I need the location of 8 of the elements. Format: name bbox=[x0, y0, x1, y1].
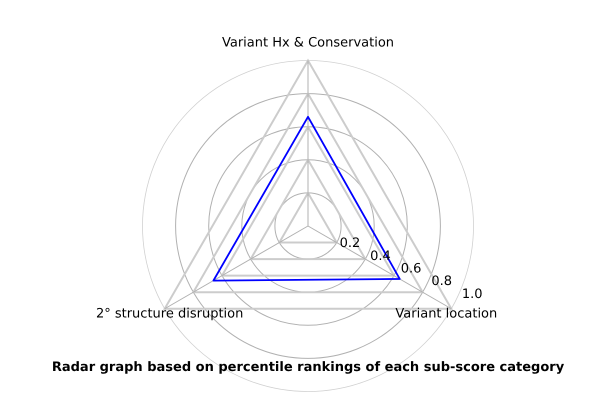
y-tick-label: 0.2 bbox=[340, 236, 360, 252]
spoke-label: Variant Hx & Conservation bbox=[222, 36, 394, 50]
text: Radar graph based on percentile rankings of each sub-score category bbox=[52, 360, 565, 375]
y-tick-label: 0.6 bbox=[400, 262, 422, 277]
spoke-label: Variant location bbox=[395, 306, 498, 322]
spoke-label: 2° structure disruption bbox=[96, 306, 244, 322]
y-tick-label: 0.8 bbox=[431, 274, 452, 290]
y-tick-label: 1.0 bbox=[462, 286, 483, 302]
